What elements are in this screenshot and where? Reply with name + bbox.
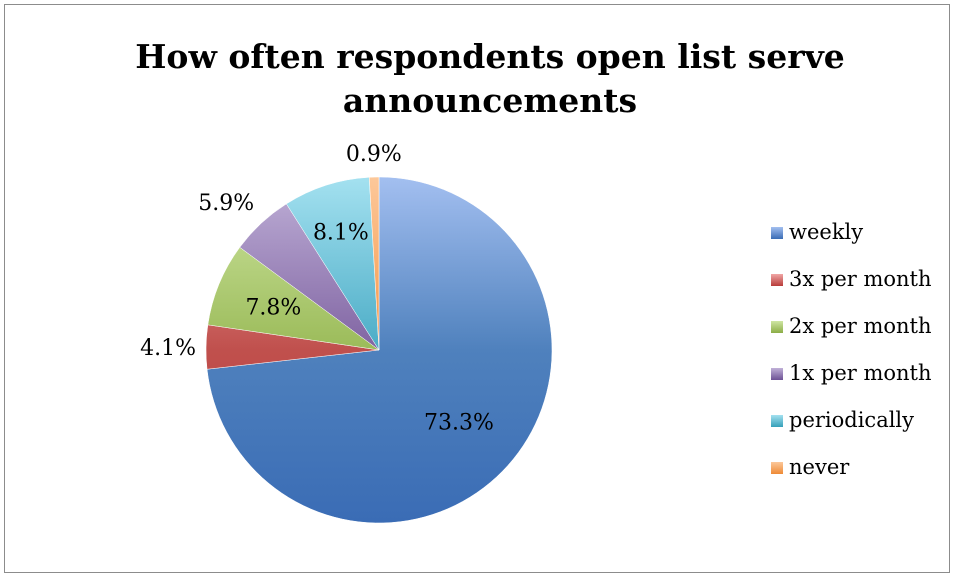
legend-swatch-2x-per-month (771, 321, 783, 333)
legend-item-periodically: periodically (771, 408, 914, 432)
data-label-weekly: 73.3% (424, 411, 494, 436)
chart-title-line-2: announcements (343, 81, 637, 120)
pie-slice-periodically (286, 177, 380, 351)
chart-area: How often respondents open list serve an… (4, 4, 950, 573)
legend-label-weekly: weekly (789, 220, 863, 244)
data-label-3x-per-month: 4.1% (140, 336, 196, 361)
data-labels: 73.3% 4.1% 7.8% 5.9% 8.1% 0.9% (140, 142, 494, 435)
legend-swatch-1x-per-month (771, 368, 783, 380)
pie-slice-weekly (206, 176, 553, 524)
data-label-1x-per-month: 5.9% (198, 191, 254, 216)
legend: weekly 3x per month 2x per month 1x per mon… (771, 220, 932, 479)
legend-swatch-never (771, 462, 783, 474)
data-label-periodically: 8.1% (313, 220, 369, 245)
legend-swatch-3x-per-month (771, 274, 783, 286)
legend-item-weekly: weekly (771, 220, 863, 244)
pie-slices (205, 176, 553, 524)
pie-chart: How often respondents open list serve an… (135, 37, 932, 524)
legend-item-2x-per-month: 2x per month (771, 314, 932, 338)
legend-label-1x-per-month: 1x per month (789, 361, 932, 385)
legend-item-1x-per-month: 1x per month (771, 361, 932, 385)
legend-swatch-periodically (771, 415, 783, 427)
legend-label-never: never (789, 455, 850, 479)
legend-label-periodically: periodically (789, 408, 914, 432)
legend-swatch-weekly (771, 227, 783, 239)
legend-label-3x-per-month: 3x per month (789, 267, 932, 291)
chart-title: How often respondents open list serve an… (135, 37, 845, 120)
legend-item-3x-per-month: 3x per month (771, 267, 932, 291)
data-label-2x-per-month: 7.8% (245, 296, 301, 321)
chart-title-line-1: How often respondents open list serve (135, 37, 845, 76)
pie-slice-never (368, 176, 380, 351)
data-label-never: 0.9% (346, 142, 402, 167)
legend-label-2x-per-month: 2x per month (789, 314, 932, 338)
legend-item-never: never (771, 455, 850, 479)
